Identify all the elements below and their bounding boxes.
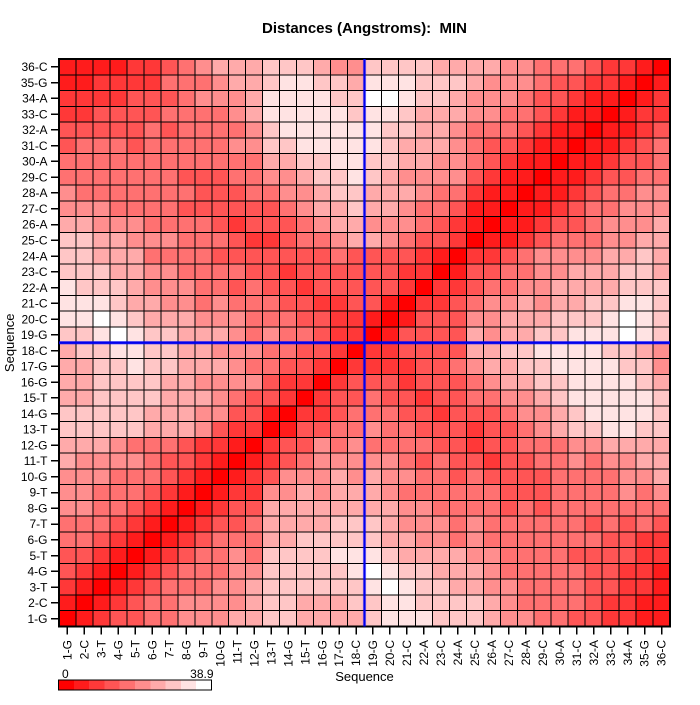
svg-text:34-A: 34-A: [22, 92, 47, 106]
svg-text:10-G: 10-G: [213, 640, 227, 667]
svg-text:6-G: 6-G: [146, 640, 160, 660]
svg-text:3-T: 3-T: [30, 580, 49, 594]
svg-text:8-G: 8-G: [27, 501, 47, 515]
svg-text:19-G: 19-G: [366, 640, 380, 667]
svg-text:21-C: 21-C: [400, 640, 414, 666]
svg-text:24-A: 24-A: [22, 249, 47, 263]
svg-text:1-G: 1-G: [61, 640, 75, 660]
svg-text:29-C: 29-C: [21, 170, 47, 184]
svg-text:33-C: 33-C: [21, 107, 47, 121]
svg-text:4-G: 4-G: [27, 565, 47, 579]
svg-text:15-T: 15-T: [298, 639, 312, 664]
svg-text:35-G: 35-G: [21, 76, 48, 90]
svg-text:17-G: 17-G: [332, 640, 346, 667]
svg-text:30-A: 30-A: [553, 640, 567, 665]
svg-text:16-G: 16-G: [315, 640, 329, 667]
svg-text:22-A: 22-A: [22, 281, 47, 295]
svg-text:2-C: 2-C: [78, 640, 92, 660]
svg-text:14-G: 14-G: [281, 640, 295, 667]
svg-text:Sequence: Sequence: [335, 669, 394, 684]
svg-text:23-C: 23-C: [21, 265, 47, 279]
svg-text:26-A: 26-A: [22, 218, 47, 232]
svg-text:24-A: 24-A: [451, 640, 465, 665]
svg-text:9-T: 9-T: [30, 486, 49, 500]
svg-text:11-T: 11-T: [230, 639, 244, 663]
svg-text:36-C: 36-C: [21, 60, 47, 74]
svg-text:Distances (Angstroms): MIN: Distances (Angstroms): MIN: [262, 20, 467, 37]
svg-text:29-C: 29-C: [536, 640, 550, 666]
svg-text:3-T: 3-T: [95, 639, 109, 658]
svg-text:31-C: 31-C: [21, 139, 47, 153]
svg-text:2-C: 2-C: [28, 596, 48, 610]
svg-text:14-G: 14-G: [21, 407, 48, 421]
svg-text:25-C: 25-C: [468, 640, 482, 666]
svg-text:12-G: 12-G: [247, 640, 261, 667]
svg-text:13-T: 13-T: [264, 639, 278, 664]
svg-text:34-A: 34-A: [621, 640, 635, 665]
svg-text:0: 0: [62, 667, 69, 681]
svg-text:9-T: 9-T: [196, 639, 210, 658]
svg-text:27-C: 27-C: [21, 202, 47, 216]
svg-text:28-A: 28-A: [22, 186, 47, 200]
svg-text:35-G: 35-G: [638, 640, 652, 667]
svg-text:30-A: 30-A: [22, 155, 47, 169]
svg-text:5-T: 5-T: [30, 549, 49, 563]
svg-text:20-C: 20-C: [21, 312, 47, 326]
svg-text:20-C: 20-C: [383, 640, 397, 666]
svg-text:1-G: 1-G: [27, 612, 47, 626]
svg-text:27-C: 27-C: [502, 640, 516, 666]
svg-text:17-G: 17-G: [21, 360, 48, 374]
svg-text:22-A: 22-A: [417, 640, 431, 665]
svg-text:18-C: 18-C: [349, 640, 363, 666]
svg-text:19-G: 19-G: [21, 328, 48, 342]
svg-text:38.9: 38.9: [190, 667, 214, 681]
svg-text:8-G: 8-G: [179, 640, 193, 660]
svg-text:21-C: 21-C: [21, 297, 47, 311]
svg-text:32-A: 32-A: [22, 123, 47, 137]
svg-text:7-T: 7-T: [163, 639, 177, 658]
svg-text:4-G: 4-G: [112, 640, 126, 660]
svg-text:26-A: 26-A: [485, 640, 499, 665]
svg-text:13-T: 13-T: [23, 423, 48, 437]
svg-text:16-G: 16-G: [21, 375, 48, 389]
svg-text:7-T: 7-T: [30, 517, 49, 531]
svg-text:11-T: 11-T: [24, 454, 48, 468]
svg-text:10-G: 10-G: [21, 470, 48, 484]
svg-text:5-T: 5-T: [129, 639, 143, 658]
svg-text:31-C: 31-C: [570, 640, 584, 666]
svg-text:23-C: 23-C: [434, 640, 448, 666]
svg-text:25-C: 25-C: [21, 233, 47, 247]
svg-text:18-C: 18-C: [21, 344, 47, 358]
svg-text:28-A: 28-A: [519, 640, 533, 665]
svg-text:6-G: 6-G: [27, 533, 47, 547]
svg-text:36-C: 36-C: [655, 640, 669, 666]
svg-text:15-T: 15-T: [23, 391, 48, 405]
svg-text:33-C: 33-C: [604, 640, 618, 666]
svg-text:32-A: 32-A: [587, 640, 601, 665]
svg-text:12-G: 12-G: [21, 438, 48, 452]
svg-text:Sequence: Sequence: [2, 314, 17, 373]
